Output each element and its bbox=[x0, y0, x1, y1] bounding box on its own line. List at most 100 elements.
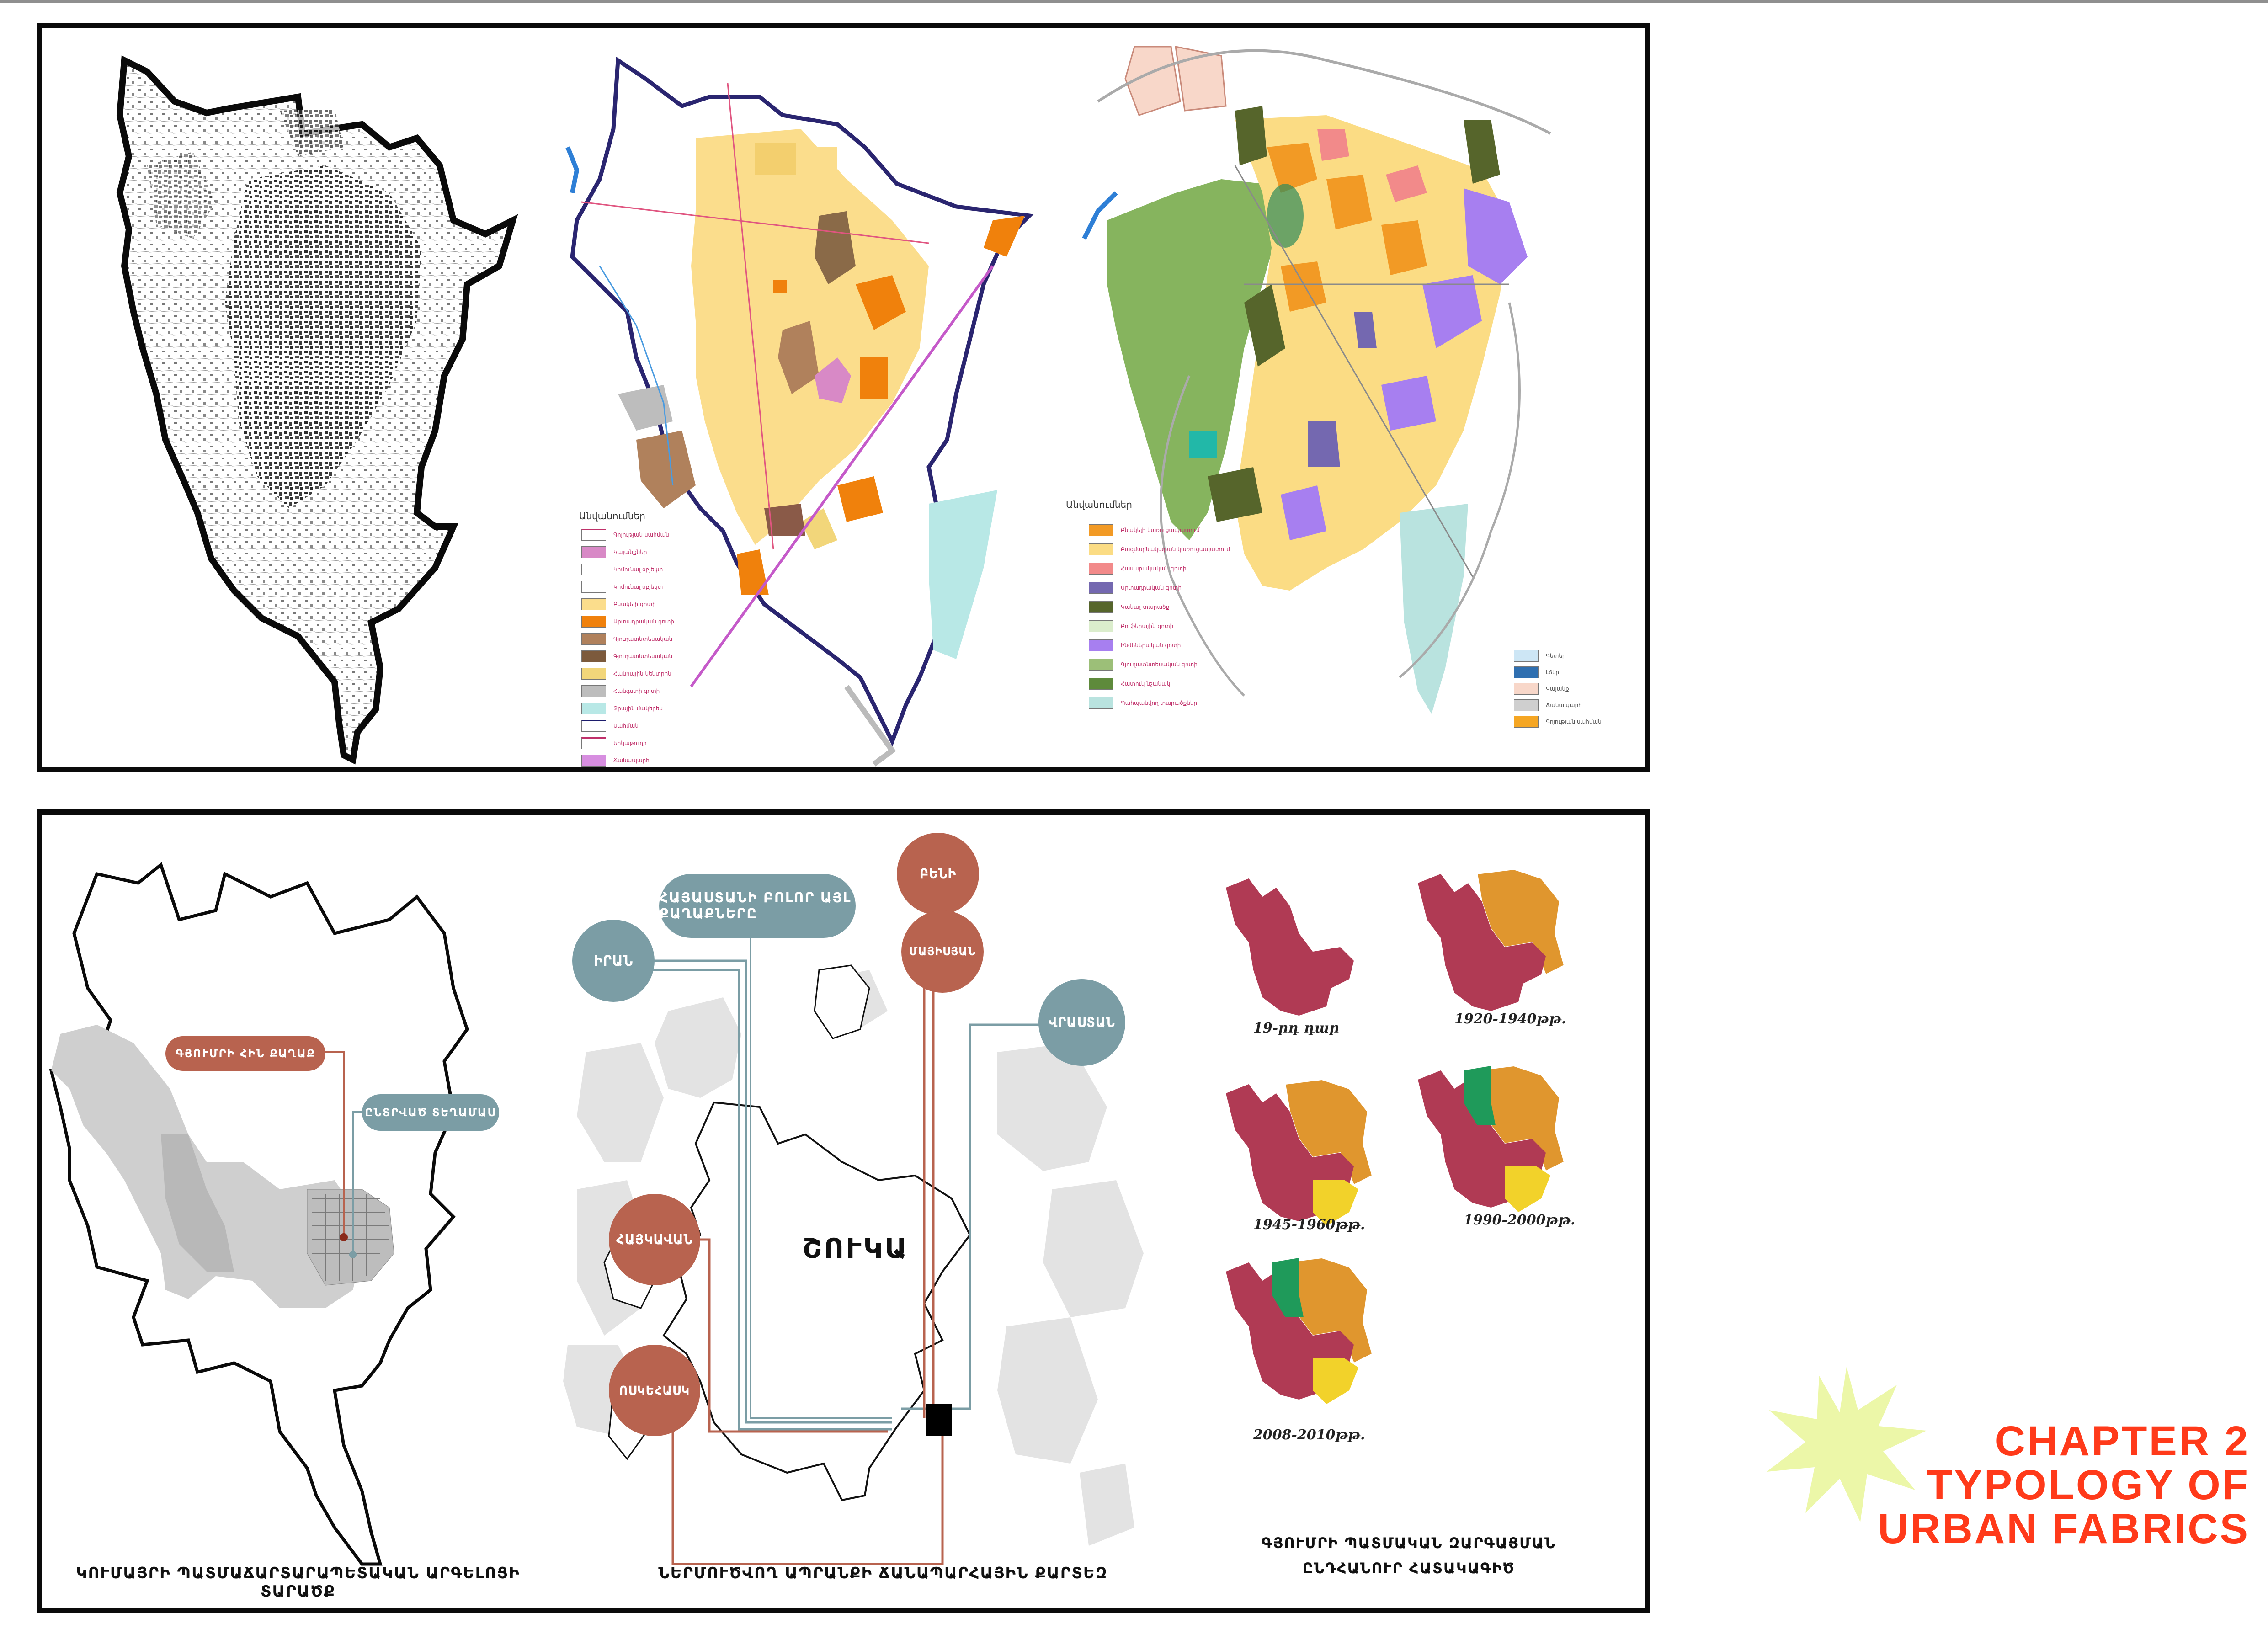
chapter-line-3: URBAN FABRICS bbox=[1878, 1506, 2250, 1552]
voskehask-node: ՈՍԿԵՀԱՍԿ bbox=[609, 1345, 700, 1436]
legend-swatch bbox=[581, 598, 606, 610]
legend-item: Բնակելի գոտի bbox=[581, 598, 656, 610]
mayisyan-node: ՄԱՅԻՍՅԱՆ bbox=[901, 910, 984, 993]
legend-swatch bbox=[1514, 716, 1539, 728]
legend-swatch bbox=[1089, 582, 1113, 594]
legend-label: Հանրային կենտրոն bbox=[613, 671, 671, 677]
legend-swatch bbox=[1514, 650, 1539, 662]
period-1990-2000 bbox=[1418, 1065, 1565, 1212]
period-label-3: 1945-1960թթ. bbox=[1253, 1217, 1365, 1233]
legend-swatch bbox=[581, 581, 606, 593]
legend-label: Ջրային մակերես bbox=[613, 705, 663, 712]
legend-label: Բազմաբնակարան կառուցապատում bbox=[1121, 546, 1230, 553]
green-belt bbox=[1107, 179, 1281, 540]
legend-item: Հանրային կենտրոն bbox=[581, 668, 671, 680]
legend-label: Բուֆերային գոտի bbox=[1121, 623, 1174, 629]
legend-swatch bbox=[1514, 666, 1539, 678]
map2-legend-title: Անվանումներ bbox=[579, 511, 645, 522]
legend-label: Արտադրական գոտի bbox=[1121, 585, 1182, 591]
legend-item: Ճանապարհ bbox=[1514, 699, 1582, 711]
legend-label: Գյուղատնտեսական գոտի bbox=[1121, 661, 1198, 668]
legend-item: Գյուղատնտեսական bbox=[581, 650, 672, 662]
period-2008-2010 bbox=[1226, 1257, 1373, 1404]
legend-label: Հատուկ նշանակ bbox=[1121, 681, 1171, 687]
trade-route-map bbox=[563, 873, 1144, 1565]
legend-label: Բնակելի կառուցապատում bbox=[1121, 527, 1200, 533]
old-gyumri-label: ԳՅՈՒՄՐԻ ՀԻՆ ՔԱՂԱՔ bbox=[165, 1036, 325, 1071]
other-cities-pill: ՀԱՅԱՍՏԱՆԻ ԲՈԼՈՐ ԱՅԼ ՔԱՂԱՔՆԵՐԸ bbox=[659, 874, 856, 938]
legend-label: Հասարակական գոտի bbox=[1121, 565, 1187, 572]
building-footprint-map bbox=[116, 55, 518, 765]
legend-label: Լճեր bbox=[1546, 669, 1560, 676]
legend-swatch bbox=[1089, 678, 1113, 690]
legend-item: Արտադրական գոտի bbox=[581, 616, 674, 628]
legend-label: Գոյության սահման bbox=[613, 532, 669, 538]
legend-label: Բնակելի գոտի bbox=[613, 601, 656, 607]
legend-swatch bbox=[581, 633, 606, 645]
period-label-1: 19-րդ դար bbox=[1253, 1020, 1339, 1036]
legend-swatch bbox=[1089, 697, 1113, 709]
legend-swatch bbox=[1514, 699, 1539, 711]
legend-label: Ճանապարհ bbox=[613, 757, 650, 764]
map3-legend-title: Անվանումներ bbox=[1066, 499, 1132, 510]
legend-label: Կայանքներ bbox=[613, 549, 647, 555]
legend-swatch bbox=[1089, 543, 1113, 555]
legend-item: Բնակելի կառուցապատում bbox=[1089, 524, 1200, 536]
legend-swatch bbox=[1089, 601, 1113, 613]
legend-label: Կայանք bbox=[1546, 686, 1569, 692]
period-label-4: 1990-2000թթ. bbox=[1464, 1212, 1576, 1228]
development-caption-line1: ԳՅՈՒՄՐԻ ՊԱՏՄԱԿԱՆ ԶԱՐԳԱՑՄԱՆ bbox=[1262, 1534, 1556, 1552]
top-maps-panel: Անվանումներ Գոյության սահման Կայանքներ Կոմ… bbox=[37, 23, 1650, 772]
period-label-5: 2008-2010թթ. bbox=[1253, 1427, 1365, 1443]
legend-label: Կոմունալ օբյեկտ bbox=[613, 584, 663, 590]
legend-item: Լճեր bbox=[1514, 666, 1559, 678]
legend-label: Երկաթուղի bbox=[613, 740, 647, 746]
legend-label: Ինժեներական գոտի bbox=[1121, 642, 1181, 649]
legend-swatch bbox=[1089, 524, 1113, 536]
master-plan-map bbox=[1082, 46, 1551, 714]
legend-item: Ինժեներական գոտի bbox=[1089, 639, 1181, 651]
legend-label: Գյուղատնտեսական bbox=[613, 636, 673, 642]
legend-item: Գոյության սահման bbox=[1514, 716, 1602, 728]
legend-label: Գետեր bbox=[1546, 653, 1566, 659]
period-label-2: 1920-1940թթ. bbox=[1454, 1011, 1566, 1027]
legend-swatch bbox=[581, 616, 606, 628]
legend-swatch bbox=[581, 564, 606, 575]
legend-swatch bbox=[1089, 563, 1113, 575]
legend-label: Սահման bbox=[613, 723, 639, 729]
legend-swatch bbox=[1089, 639, 1113, 651]
legend-label: Հանգստի գոտի bbox=[613, 688, 660, 694]
legend-item: Բազմաբնակարան կառուցապատում bbox=[1089, 543, 1230, 555]
legend-item: Ջրային մակերես bbox=[581, 703, 663, 714]
haykavan-node: ՀԱՅԿԱՎԱՆ bbox=[609, 1194, 700, 1285]
legend-swatch bbox=[581, 685, 606, 697]
chapter-line-2: TYPOLOGY OF bbox=[1927, 1462, 2250, 1508]
legend-label: Արտադրական գոտի bbox=[613, 618, 674, 625]
period-1945-1960 bbox=[1226, 1079, 1373, 1226]
legend-item: Հասարակական գոտի bbox=[1089, 563, 1187, 575]
legend-item: Երկաթուղի bbox=[581, 737, 647, 749]
legend-item: Ճանապարհ bbox=[581, 755, 650, 767]
top-rule bbox=[0, 0, 2268, 3]
starburst-shape bbox=[1767, 1367, 1927, 1522]
legend-item: Սահման bbox=[581, 720, 639, 732]
reserve-caption: ԿՈՒՄԱՅՐԻ ՊԱՏՄԱՃԱՐՏԱՐԱՊԵՏԱԿԱՆ ԱՐԳԵԼՈՑԻ ՏԱ… bbox=[76, 1564, 520, 1601]
legend-label: Ճանապարհ bbox=[1546, 702, 1582, 708]
legend-label: Գոյության սահման bbox=[1546, 719, 1602, 725]
legend-item: Գետեր bbox=[1514, 650, 1566, 662]
legend-swatch bbox=[581, 737, 606, 749]
legend-swatch bbox=[581, 546, 606, 558]
legend-swatch bbox=[1089, 620, 1113, 632]
period-19th-century bbox=[1226, 878, 1354, 1016]
bottom-diagrams-panel: ԳՅՈՒՄՐԻ ՀԻՆ ՔԱՂԱՔ ԸՆՏՐՎԱԾ ՏԵՂԱՄԱՍ ԿՈՒՄԱՅ… bbox=[37, 809, 1650, 1613]
legend-item: Կայանք bbox=[1514, 683, 1569, 695]
legend-label: Կանաչ տարածք bbox=[1121, 604, 1170, 610]
legend-item: Գոյության սահման bbox=[581, 529, 669, 541]
legend-swatch bbox=[581, 668, 606, 680]
legend-item: Հատուկ նշանակ bbox=[1089, 678, 1170, 690]
legend-item: Պահպանվող տարածքներ bbox=[1089, 697, 1197, 709]
legend-swatch bbox=[581, 529, 606, 541]
legend-item: Կոմունալ օբյեկտ bbox=[581, 581, 663, 593]
legend-item: Գյուղատնտեսական գոտի bbox=[1089, 659, 1198, 671]
hub-label: ՇՈՒԿԱ bbox=[802, 1233, 909, 1265]
